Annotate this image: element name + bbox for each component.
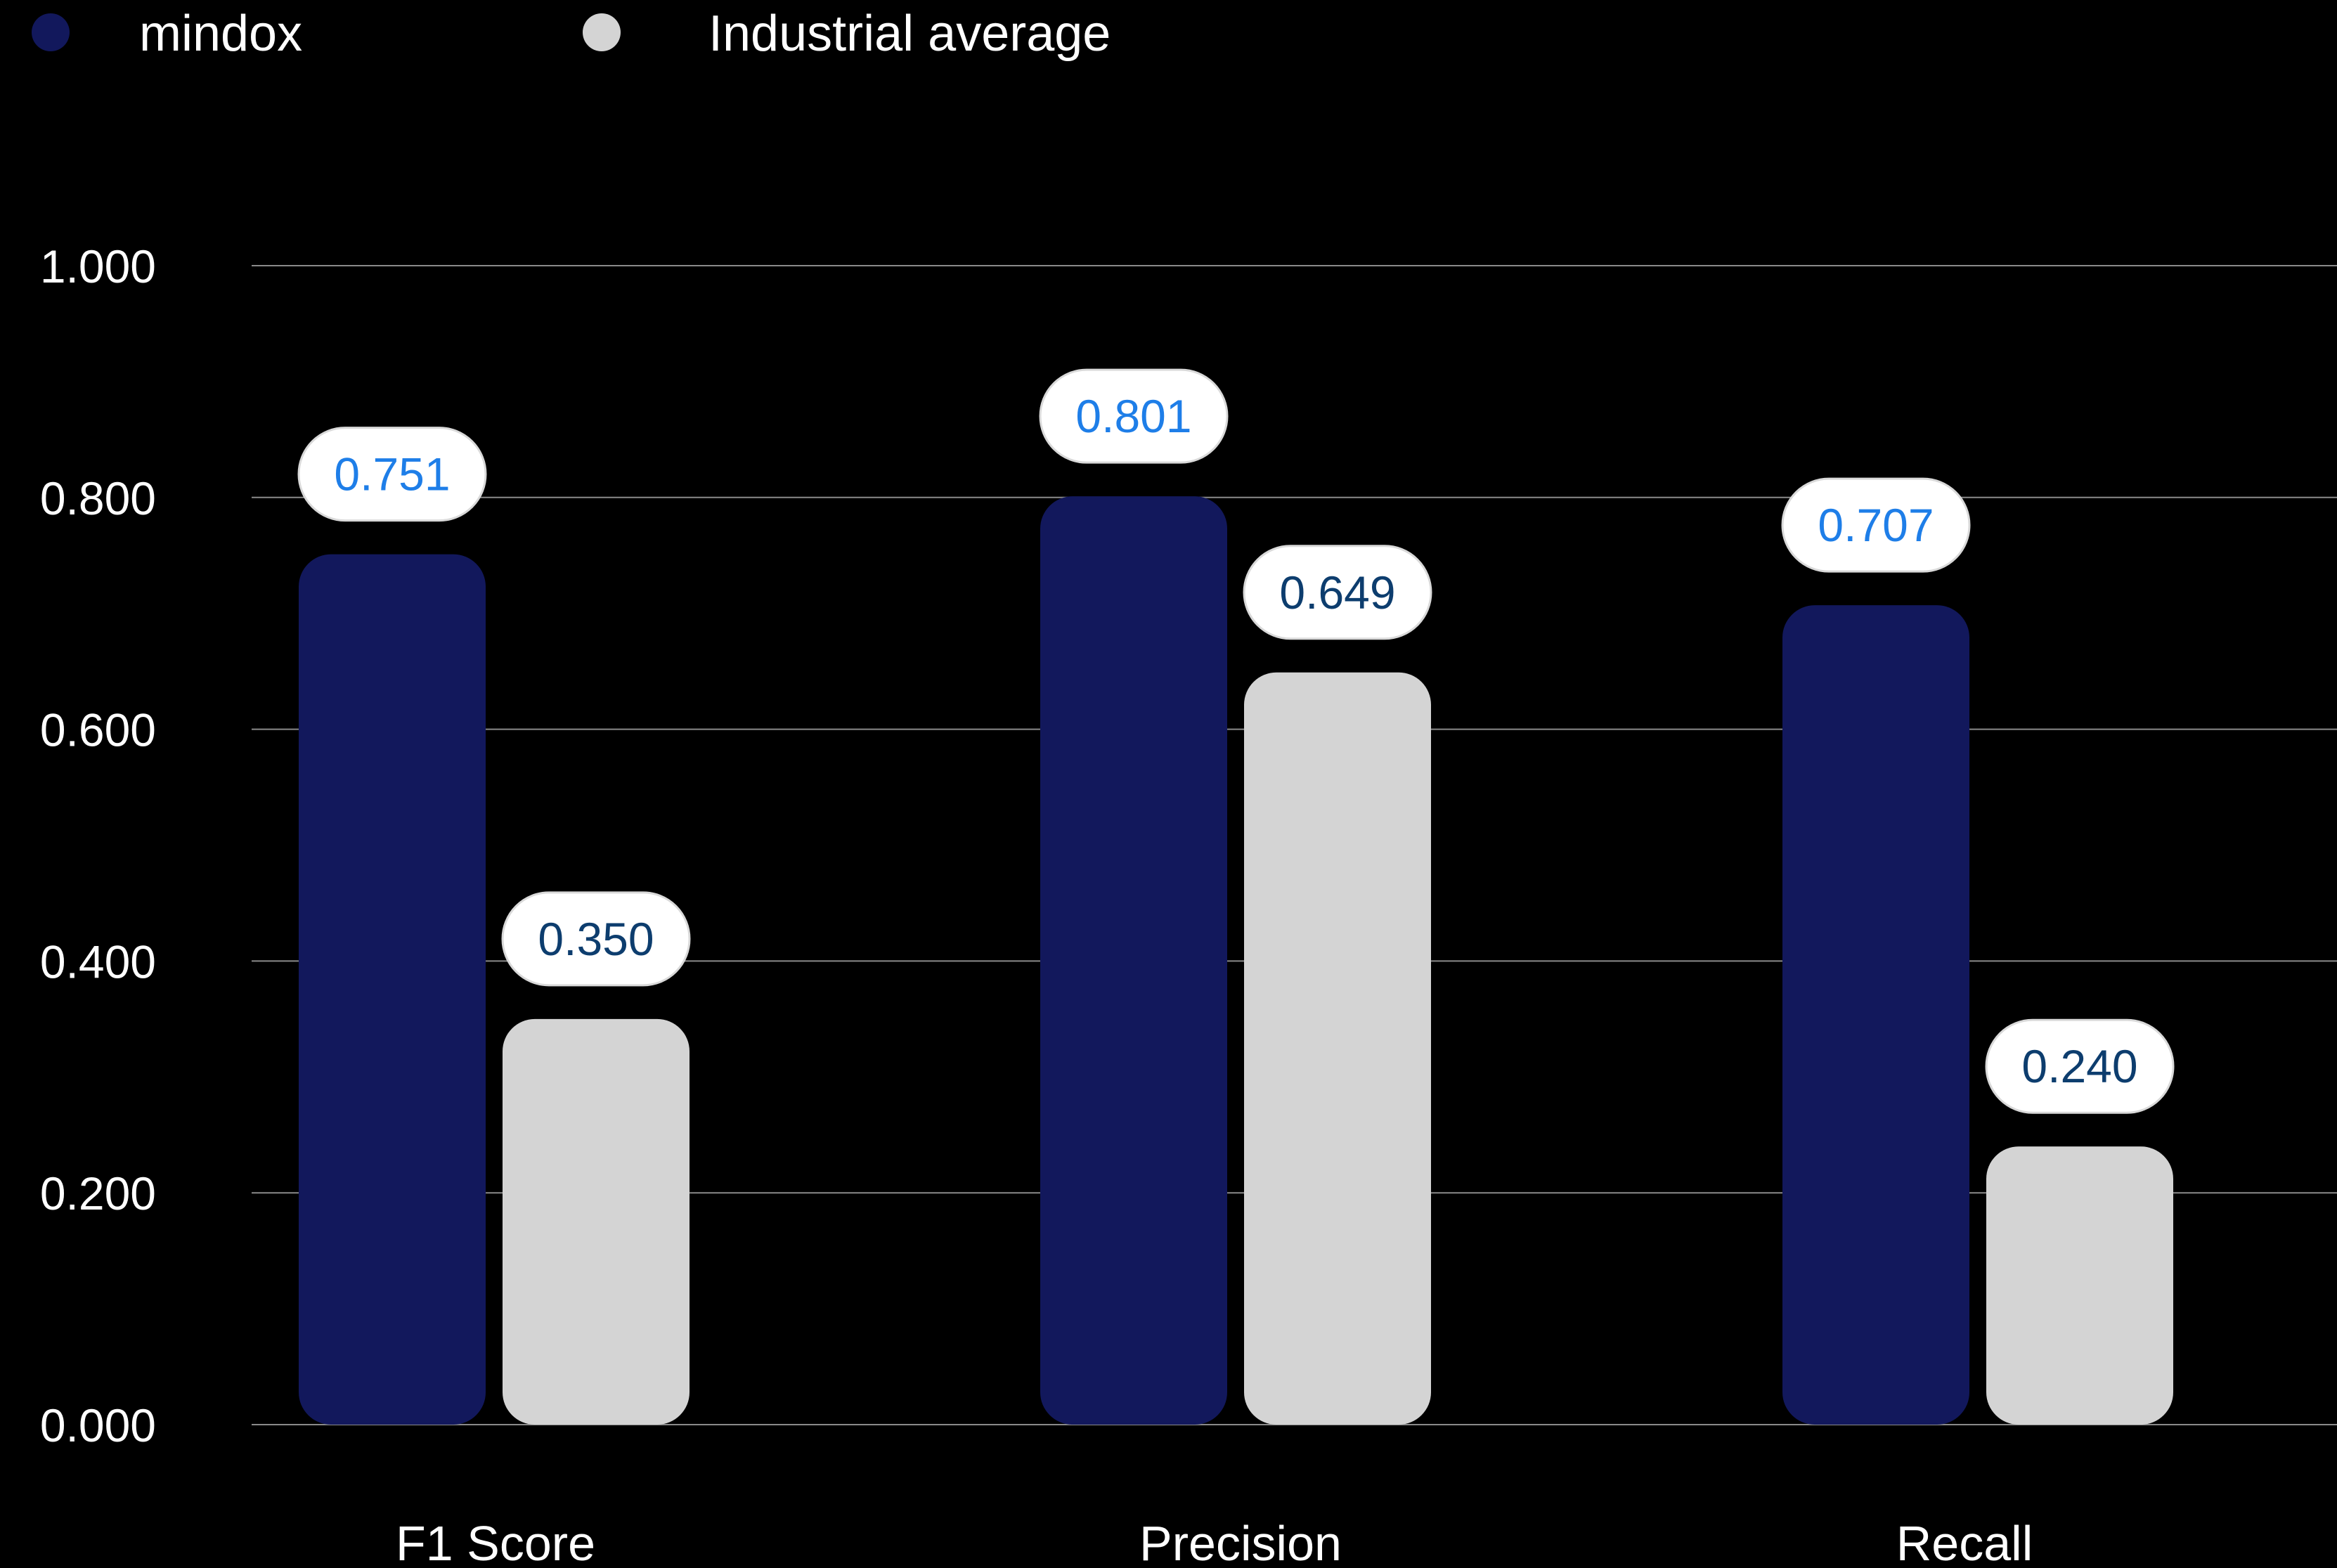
legend-marker-mindox [32, 13, 70, 51]
y-tick-label-0-000: 0.000 [40, 1399, 156, 1451]
x-axis-category-labels: F1 Score Precision Recall [396, 1516, 2033, 1568]
data-label-pill [1781, 477, 1971, 573]
data-label-pill [297, 427, 487, 522]
bar-industrial-average-f1-score [503, 1018, 690, 1425]
bar-industrial-average-recall [1986, 1146, 2173, 1425]
data-label-text: 0.751 [334, 448, 450, 500]
data-label-pill [1039, 368, 1229, 464]
legend: mindox Industrial average [32, 6, 1111, 62]
legend-label-industrial-average: Industrial average [708, 6, 1111, 62]
data-label-mindox-f1-score: 0.751 [297, 427, 487, 522]
legend-marker-industrial-average [583, 13, 621, 51]
data-label-industrial-average-f1-score: 0.350 [501, 891, 691, 987]
data-label-industrial-average-recall: 0.240 [1985, 1018, 2175, 1114]
y-tick-label-0-600: 0.600 [40, 704, 156, 756]
data-label-pill [501, 891, 691, 987]
bars [299, 496, 2173, 1425]
data-label-mindox-recall: 0.707 [1781, 477, 1971, 573]
data-label-text: 0.707 [1818, 499, 1934, 551]
y-tick-label-0-800: 0.800 [40, 472, 156, 524]
data-label-text: 0.649 [1279, 566, 1395, 618]
category-label-f1-score: F1 Score [396, 1516, 595, 1568]
data-label-pill [1243, 545, 1432, 640]
bar-mindox-precision [1040, 496, 1227, 1425]
data-label-pill [1985, 1018, 2175, 1114]
bar-mindox-f1-score [299, 554, 486, 1425]
y-axis-tick-labels: 0.000 0.200 0.400 0.600 0.800 1.000 [40, 240, 156, 1451]
data-label-text: 0.801 [1075, 390, 1191, 442]
data-label-mindox-precision: 0.801 [1039, 368, 1229, 464]
y-tick-label-0-400: 0.400 [40, 935, 156, 987]
category-label-precision: Precision [1139, 1516, 1342, 1568]
data-label-industrial-average-precision: 0.649 [1243, 545, 1432, 640]
legend-label-mindox: mindox [139, 6, 302, 62]
bar-industrial-average-precision [1244, 672, 1431, 1425]
bar-mindox-recall [1782, 605, 1969, 1425]
y-tick-label-0-200: 0.200 [40, 1167, 156, 1219]
y-tick-label-1-000: 1.000 [40, 240, 156, 292]
data-label-text: 0.240 [2021, 1040, 2137, 1092]
data-labels: 0.751 0.350 0.801 0.649 0.707 0.240 [297, 368, 2175, 1114]
category-label-recall: Recall [1896, 1516, 2033, 1568]
data-label-text: 0.350 [538, 913, 654, 965]
